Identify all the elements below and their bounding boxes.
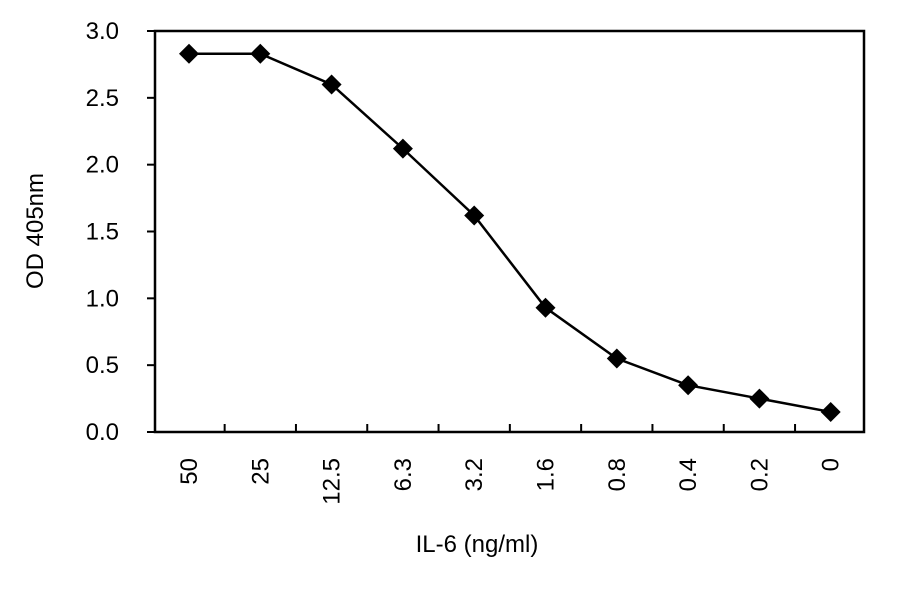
data-point [464, 205, 485, 226]
data-point [392, 138, 413, 159]
data-point [749, 388, 770, 409]
x-tick-label: 25 [247, 458, 274, 485]
series-group [179, 43, 841, 422]
y-axis: 0.0 0.5 1.0 1.5 2.0 2.5 3.0 [86, 18, 155, 446]
y-tick-label: 2.0 [86, 152, 119, 179]
plot-frame [153, 29, 866, 434]
data-point [321, 74, 342, 95]
y-tick-label: 0.0 [86, 419, 119, 446]
x-tick-label: 1.6 [533, 458, 560, 491]
x-axis: 50 25 12.5 6.3 3.2 1.6 0.8 0.4 0.2 0 [176, 424, 845, 505]
data-point [535, 297, 556, 318]
data-point [250, 43, 271, 64]
x-tick-label: 6.3 [390, 458, 417, 491]
x-tick-label: 3.2 [461, 458, 488, 491]
series-line [189, 52, 831, 414]
y-tick-label: 1.5 [86, 219, 119, 246]
x-tick-label: 0 [818, 458, 845, 471]
y-tick-label: 3.0 [86, 18, 119, 45]
x-tick-label: 0.2 [746, 458, 773, 491]
x-tick-label: 0.4 [675, 458, 702, 491]
y-tick-label: 0.5 [86, 352, 119, 379]
x-tick-label: 12.5 [319, 458, 346, 505]
data-point [179, 43, 199, 64]
x-tick-label: 50 [176, 458, 203, 485]
data-point [606, 348, 627, 369]
y-tick-label: 2.5 [86, 85, 119, 112]
data-point [678, 375, 699, 396]
x-tick-label: 0.8 [604, 458, 631, 491]
y-axis-title: OD 405nm [22, 173, 49, 289]
x-axis-title: IL-6 (ng/ml) [416, 531, 539, 558]
data-point [820, 401, 841, 422]
y-tick-label: 1.0 [86, 285, 119, 312]
